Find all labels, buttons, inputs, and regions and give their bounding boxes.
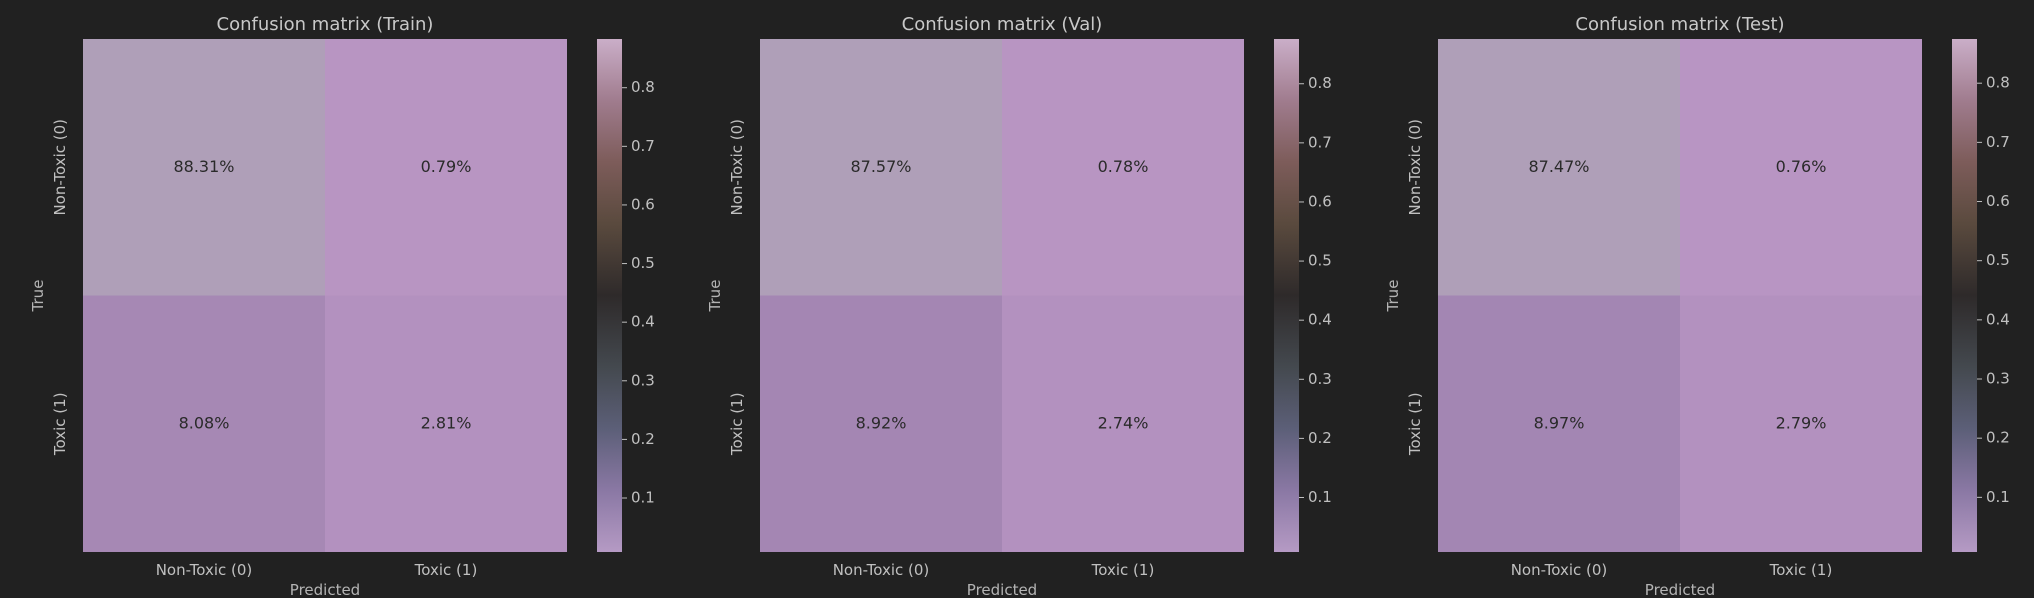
- colorbar-tick-label: 0.6: [1986, 192, 2010, 210]
- colorbar-tick-label: 0.5: [1986, 251, 2010, 269]
- heatmap-cell: [760, 39, 1002, 296]
- cell-label: 0.78%: [1098, 157, 1149, 176]
- colorbar: [1952, 39, 1977, 552]
- cell-label: 8.92%: [856, 413, 907, 432]
- x-tick-label: Non-Toxic (0): [1511, 561, 1608, 579]
- chart-title: Confusion matrix (Train): [217, 14, 434, 35]
- x-tick-label: Non-Toxic (0): [156, 561, 253, 579]
- colorbar-tick-label: 0.7: [631, 137, 655, 155]
- colorbar: [1274, 39, 1299, 552]
- y-tick-label: Non-Toxic (0): [728, 119, 746, 216]
- y-tick-label: Toxic (1): [51, 392, 69, 456]
- cell-label: 0.76%: [1776, 157, 1827, 176]
- colorbar: [597, 39, 622, 552]
- colorbar-tick-label: 0.1: [1986, 488, 2010, 506]
- cell-label: 0.79%: [421, 157, 472, 176]
- x-tick-label: Toxic (1): [1769, 561, 1833, 579]
- heatmap-cell: [1680, 295, 1922, 552]
- heatmap-cell: [83, 295, 325, 552]
- colorbar-tick-label: 0.3: [1986, 370, 2010, 388]
- heatmap-cell: [1002, 39, 1244, 296]
- heatmap-cell: [83, 39, 325, 296]
- colorbar-tick-label: 0.1: [631, 489, 655, 507]
- cell-label: 87.57%: [850, 157, 911, 176]
- confusion-matrix-panel: Confusion matrix (Test) 87.47% 0.76% 8.97% 2…: [1384, 14, 2010, 598]
- colorbar-tick-label: 0.2: [1986, 429, 2010, 447]
- heatmap-cell: [1438, 39, 1680, 296]
- y-tick-label: Toxic (1): [1406, 392, 1424, 456]
- colorbar-tick-label: 0.4: [1308, 311, 1332, 329]
- colorbar-tick-label: 0.8: [1986, 74, 2010, 92]
- cell-label: 2.81%: [421, 413, 472, 432]
- colorbar-tick-label: 0.3: [631, 371, 655, 389]
- heatmap-cell: [1438, 295, 1680, 552]
- y-tick-label: Toxic (1): [728, 392, 746, 456]
- y-tick-label: Non-Toxic (0): [1406, 119, 1424, 216]
- cell-label: 88.31%: [173, 157, 234, 176]
- confusion-matrix-panel: Confusion matrix (Val) 87.57% 0.78% 8.92% 2.…: [706, 14, 1332, 598]
- cell-label: 87.47%: [1528, 157, 1589, 176]
- x-axis-label: Predicted: [1645, 581, 1715, 598]
- cell-label: 8.08%: [179, 413, 230, 432]
- colorbar-tick-label: 0.5: [631, 254, 655, 272]
- colorbar-tick-label: 0.8: [1308, 74, 1332, 92]
- y-tick-label: Non-Toxic (0): [51, 119, 69, 216]
- x-tick-label: Toxic (1): [414, 561, 478, 579]
- cell-label: 2.79%: [1776, 413, 1827, 432]
- colorbar-tick-label: 0.6: [631, 195, 655, 213]
- heatmap-cell: [325, 295, 567, 552]
- x-axis-label: Predicted: [967, 581, 1037, 598]
- cell-label: 8.97%: [1534, 413, 1585, 432]
- y-axis-label: True: [29, 280, 47, 313]
- heatmap-cell: [760, 295, 1002, 552]
- chart-title: Confusion matrix (Val): [902, 14, 1103, 35]
- x-tick-label: Non-Toxic (0): [833, 561, 930, 579]
- colorbar-tick-label: 0.7: [1308, 133, 1332, 151]
- heatmap-cell: [325, 39, 567, 296]
- colorbar-tick-label: 0.6: [1308, 192, 1332, 210]
- x-tick-label: Toxic (1): [1091, 561, 1155, 579]
- colorbar-tick-label: 0.4: [631, 313, 655, 331]
- colorbar-tick-label: 0.2: [631, 430, 655, 448]
- colorbar-tick-label: 0.1: [1308, 488, 1332, 506]
- heatmap-cell: [1680, 39, 1922, 296]
- colorbar-tick-label: 0.7: [1986, 133, 2010, 151]
- x-axis-label: Predicted: [290, 581, 360, 598]
- colorbar-tick-label: 0.2: [1308, 429, 1332, 447]
- confusion-matrix-panel: Confusion matrix (Train) 88.31% 0.79% 8.08%…: [29, 14, 655, 598]
- colorbar-tick-label: 0.8: [631, 78, 655, 96]
- colorbar-tick-label: 0.4: [1986, 310, 2010, 328]
- colorbar-tick-label: 0.3: [1308, 370, 1332, 388]
- chart-title: Confusion matrix (Test): [1575, 14, 1784, 35]
- y-axis-label: True: [1384, 280, 1402, 313]
- heatmap-cell: [1002, 295, 1244, 552]
- cell-label: 2.74%: [1098, 413, 1149, 432]
- y-axis-label: True: [706, 280, 724, 313]
- colorbar-tick-label: 0.5: [1308, 252, 1332, 270]
